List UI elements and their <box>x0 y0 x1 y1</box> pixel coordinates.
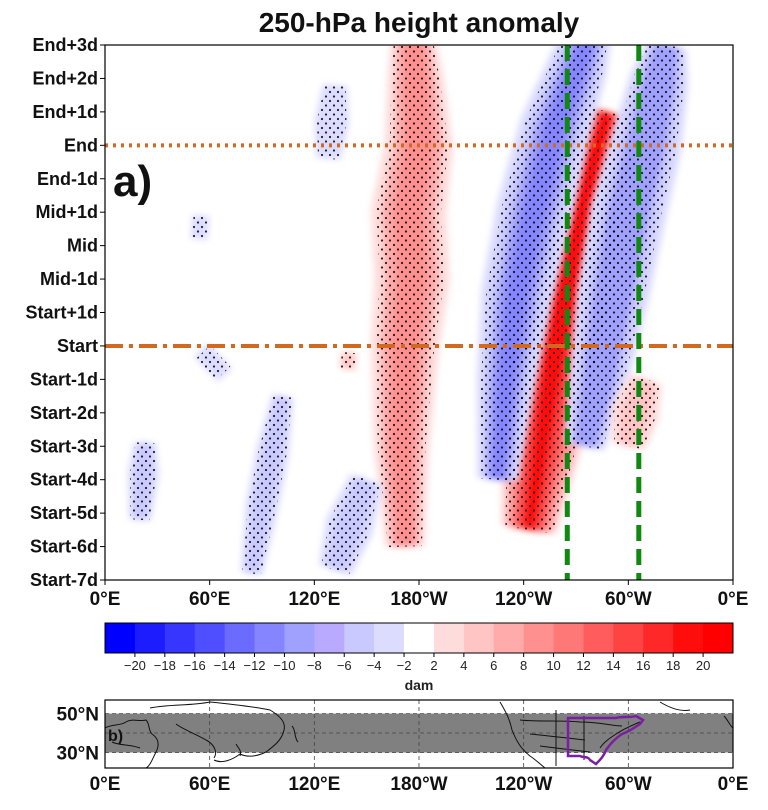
map-gridlines <box>105 700 733 768</box>
colorbar-tick-label: 2 <box>430 658 437 673</box>
y-tick-label: Mid-1d <box>40 269 98 289</box>
x-tick-label: 0°E <box>90 589 121 610</box>
map-x-tick-label: 120°W <box>495 774 552 795</box>
panel-label-a: a) <box>113 157 152 206</box>
y-tick-label: Mid+1d <box>35 202 98 222</box>
colorbar-tick-label: 14 <box>606 658 620 673</box>
map-x-tick-label: 60°W <box>605 774 652 795</box>
colorbar-swatch <box>523 623 555 653</box>
x-tick-label: 0°E <box>718 589 749 610</box>
map-x-tick-label: 0°E <box>90 774 121 795</box>
y-tick-label: End+3d <box>32 35 98 55</box>
map-x-tick-label: 180°W <box>390 774 447 795</box>
y-axis-a: End+3d End+2d End+1d End End-1d Mid+1d Mid Mid-… <box>25 35 105 590</box>
y-tick-label: Start-1d <box>30 369 98 389</box>
colorbar-tick-label: −2 <box>397 658 412 673</box>
colorbar-tick-label: −18 <box>154 658 176 673</box>
colorbar-swatch <box>344 623 375 653</box>
colorbar-swatch <box>284 623 315 653</box>
colorbar-tick-label: −20 <box>124 658 146 673</box>
colorbar-tick-label: −16 <box>184 658 206 673</box>
colorbar-tick-label: 16 <box>636 658 650 673</box>
colorbar-swatch <box>134 623 166 653</box>
x-tick-label: 120°E <box>288 589 340 610</box>
colorbar-swatch <box>553 623 584 653</box>
map-x-tick-label: 60°E <box>189 774 230 795</box>
y-tick-label: Start-3d <box>30 436 98 456</box>
y-tick-label: Mid <box>67 236 98 256</box>
colorbar-swatch <box>194 623 226 653</box>
colorbar-swatch <box>254 623 285 653</box>
colorbar-tick-label: −10 <box>273 658 295 673</box>
y-tick-label: Start-2d <box>30 403 98 423</box>
map-x-tick-label: 0°E <box>718 774 749 795</box>
colorbar-swatch <box>673 623 704 653</box>
reference-lines <box>105 45 733 580</box>
highlight-region <box>566 714 645 766</box>
coastlines <box>105 701 733 768</box>
colorbar: −20 −18 −16 −14 −12 −10 −8 −6 −4 −2 2 4 6 8 10 12 14 16 18… <box>104 622 734 673</box>
colorbar-swatch <box>314 623 345 653</box>
colorbar-swatch <box>493 623 525 653</box>
panel-label-b: b) <box>108 728 123 745</box>
colorbar-swatch <box>404 623 435 653</box>
colorbar-swatch <box>224 623 256 653</box>
y-axis-b: 50°N 30°N <box>57 705 99 765</box>
x-tick-label: 180°W <box>390 589 447 610</box>
colorbar-tick-label: 10 <box>546 658 560 673</box>
y-tick-label: Start-4d <box>30 470 98 490</box>
map-x-tick-label: 120°E <box>288 774 340 795</box>
colorbar-tick-label: 20 <box>696 658 710 673</box>
colorbar-swatch <box>164 623 196 653</box>
y-tick-label: Start-5d <box>30 503 98 523</box>
x-tick-label: 60°E <box>189 589 230 610</box>
colorbar-tick-label: 4 <box>460 658 467 673</box>
colorbar-swatch <box>433 623 465 653</box>
colorbar-swatch <box>463 623 495 653</box>
colorbar-tick-label: 12 <box>576 658 590 673</box>
colorbar-swatch <box>613 623 644 653</box>
colorbar-unit-label: dam <box>405 677 434 693</box>
colorbar-tick-label: −14 <box>214 658 236 673</box>
y-tick-label: End-1d <box>37 169 98 189</box>
map-panel-b: b) <box>104 699 734 769</box>
y-tick-label: Start-6d <box>30 537 98 557</box>
y-tick-label: Start-7d <box>30 570 98 590</box>
map-y-tick-label: 50°N <box>57 705 99 726</box>
map-y-tick-label: 30°N <box>57 743 99 764</box>
x-axis-a: 0°E 60°E 120°E 180°W 120°W 60°W 0°E <box>90 580 749 610</box>
colorbar-tick-label: −4 <box>367 658 382 673</box>
colorbar-swatch <box>583 623 614 653</box>
plot-area-a: a) <box>104 44 734 581</box>
y-tick-label: Start+1d <box>25 303 98 323</box>
y-tick-label: End <box>64 135 98 155</box>
colorbar-tick-label: −8 <box>307 658 322 673</box>
colorbar-swatch <box>374 623 405 653</box>
colorbar-tick-label: −6 <box>337 658 352 673</box>
colorbar-swatch <box>643 623 674 653</box>
chart-title: 250-hPa height anomaly <box>259 7 580 38</box>
x-tick-label: 120°W <box>495 589 552 610</box>
colorbar-swatch <box>105 623 136 653</box>
colorbar-swatch <box>703 623 734 653</box>
colorbar-tick-label: 18 <box>666 658 680 673</box>
colorbar-tick-label: −12 <box>243 658 265 673</box>
x-axis-b: 0°E 60°E 120°E 180°W 120°W 60°W 0°E <box>90 774 749 795</box>
y-tick-label: End+2d <box>32 68 98 88</box>
y-tick-label: End+1d <box>32 102 98 122</box>
colorbar-tick-label: 8 <box>520 658 527 673</box>
x-tick-label: 60°W <box>605 589 652 610</box>
y-tick-label: Start <box>57 336 98 356</box>
colorbar-tick-label: 6 <box>490 658 497 673</box>
